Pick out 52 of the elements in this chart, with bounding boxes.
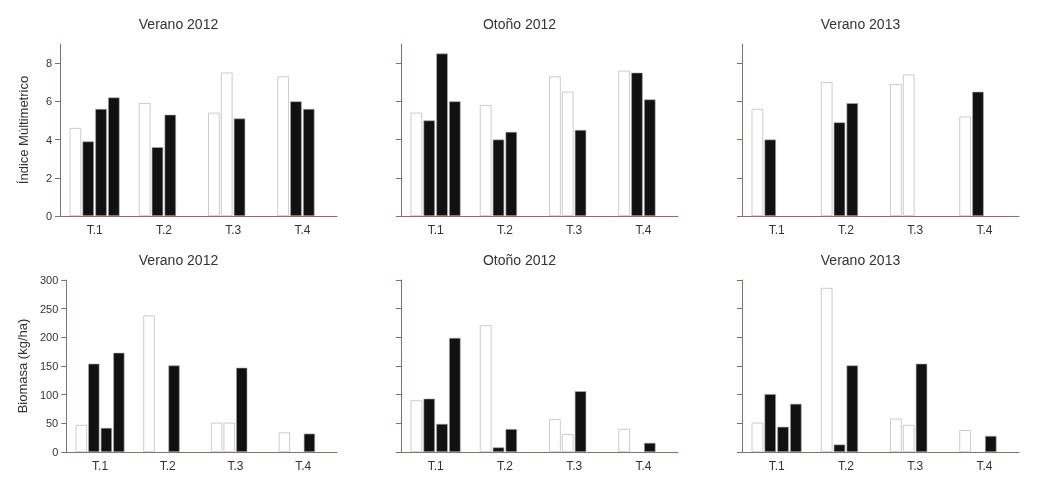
y-tick-label: 8 xyxy=(45,57,52,70)
y-tick-label: 0 xyxy=(52,446,59,458)
x-tick-label: T.1 xyxy=(86,223,103,237)
x-tick-label: T.4 xyxy=(976,459,993,473)
y-tick-label: 150 xyxy=(39,360,59,372)
bar xyxy=(985,435,997,452)
bar xyxy=(959,430,971,452)
chart-title: Verano 2012 xyxy=(138,252,219,268)
x-tick-label: T.3 xyxy=(566,223,583,237)
y-tick-label: 250 xyxy=(39,302,59,315)
y-axis-title: Índice Múltimetrico xyxy=(16,75,31,185)
x-tick-label: T.3 xyxy=(225,223,242,237)
chart-title: Verano 2012 xyxy=(138,16,219,32)
bar xyxy=(143,315,155,452)
x-tick-label: T.1 xyxy=(427,459,444,473)
x-tick-label: T.3 xyxy=(566,459,583,473)
y-axis-title: Biomasa (kg/ha) xyxy=(15,318,30,414)
x-tick-label: T.2 xyxy=(155,223,173,237)
y-tick-label: 6 xyxy=(45,95,52,108)
y-tick-label: 300 xyxy=(39,274,59,286)
x-tick-label: T.3 xyxy=(907,223,924,237)
x-tick-label: T.4 xyxy=(635,459,652,473)
chart-title: Verano 2013 xyxy=(820,16,901,32)
y-tick-label: 0 xyxy=(45,210,52,222)
x-tick-label: T.2 xyxy=(159,459,177,473)
bar xyxy=(278,432,290,452)
x-tick-label: T.4 xyxy=(294,223,311,237)
y-tick-label: 100 xyxy=(39,388,59,401)
bar xyxy=(303,433,315,452)
x-tick-label: T.1 xyxy=(92,459,109,473)
y-tick-label: 2 xyxy=(45,171,52,184)
chart-title: Otoño 2012 xyxy=(482,252,557,268)
x-tick-label: T.3 xyxy=(227,459,244,473)
x-tick-label: T.1 xyxy=(427,223,444,237)
y-tick-label: 4 xyxy=(45,133,52,146)
chart-title: Otoño 2012 xyxy=(482,16,557,32)
bar xyxy=(644,442,656,452)
bar xyxy=(618,429,630,452)
x-tick-label: T.2 xyxy=(496,223,514,237)
x-tick-label: T.2 xyxy=(496,459,514,473)
bar xyxy=(168,365,180,452)
x-tick-label: T.3 xyxy=(907,459,924,473)
y-tick-label: 50 xyxy=(46,417,59,430)
x-tick-label: T.1 xyxy=(768,459,785,473)
x-tick-label: T.2 xyxy=(837,459,855,473)
x-tick-label: T.2 xyxy=(837,223,855,237)
x-tick-label: T.4 xyxy=(635,223,652,237)
chart-title: Verano 2013 xyxy=(820,252,901,268)
y-tick-label: 200 xyxy=(39,331,59,344)
x-tick-label: T.4 xyxy=(976,223,993,237)
x-tick-label: T.4 xyxy=(295,459,312,473)
x-tick-label: T.1 xyxy=(768,223,785,237)
